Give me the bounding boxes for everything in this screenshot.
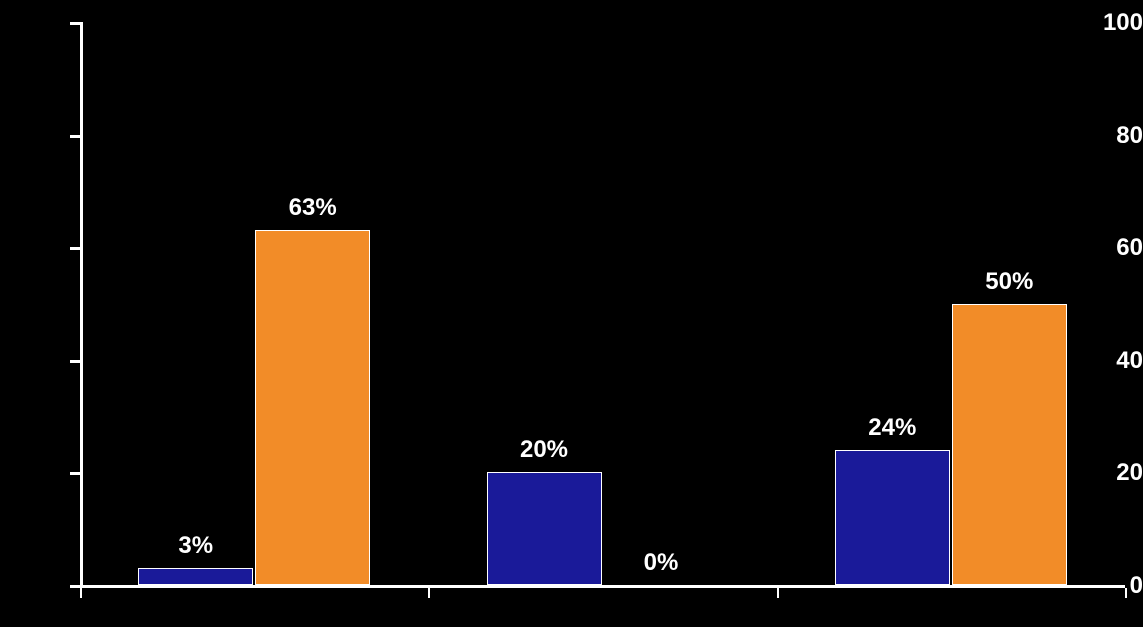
bar-series-a-group-1 bbox=[487, 472, 602, 585]
y-tick-label: 40 bbox=[1079, 347, 1143, 375]
y-tick-label: 60 bbox=[1079, 234, 1143, 262]
bar-series-b-group-2 bbox=[952, 304, 1067, 586]
bar-value-label: 24% bbox=[868, 414, 916, 442]
x-tick-mark bbox=[428, 588, 430, 598]
bar-value-label: 63% bbox=[289, 194, 337, 222]
y-tick-mark bbox=[70, 22, 80, 25]
x-axis-line bbox=[80, 585, 1125, 588]
y-tick-mark bbox=[70, 247, 80, 250]
x-tick-mark bbox=[777, 588, 779, 598]
bar-chart: 0 20 40 60 80 100 3% 63% 20% 0% 24% 50% bbox=[0, 0, 1143, 627]
bar-value-label: 0% bbox=[644, 549, 679, 577]
x-tick-mark bbox=[80, 588, 82, 598]
y-tick-mark bbox=[70, 585, 80, 588]
y-tick-mark bbox=[70, 135, 80, 138]
bar-series-a-group-0 bbox=[138, 568, 253, 585]
y-tick-label: 20 bbox=[1079, 459, 1143, 487]
bar-value-label: 20% bbox=[520, 436, 568, 464]
bar-value-label: 50% bbox=[985, 268, 1033, 296]
y-tick-label: 0 bbox=[1079, 572, 1143, 600]
y-axis-line bbox=[80, 22, 83, 588]
x-tick-mark bbox=[1125, 588, 1127, 598]
bar-series-a-group-2 bbox=[835, 450, 950, 585]
y-tick-mark bbox=[70, 472, 80, 475]
y-tick-label: 100 bbox=[1079, 9, 1143, 37]
y-tick-mark bbox=[70, 360, 80, 363]
bar-value-label: 3% bbox=[178, 532, 213, 560]
y-tick-label: 80 bbox=[1079, 122, 1143, 150]
bar-series-b-group-0 bbox=[255, 230, 370, 585]
